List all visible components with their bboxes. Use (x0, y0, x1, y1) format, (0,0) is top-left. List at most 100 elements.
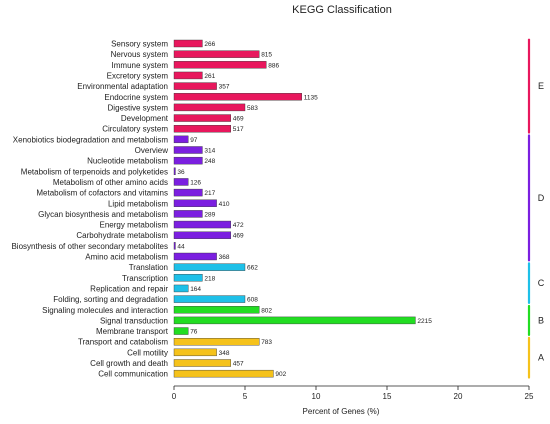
count-label-sensory-system: 266 (204, 41, 215, 48)
count-label-signaling-molecules-and-interaction: 802 (261, 307, 272, 314)
bar-xenobiotics-biodegradation-and-metabolism (173, 135, 189, 144)
bar-metabolism-of-other-amino-acids (173, 178, 189, 186)
count-label-nucleotide-metabolism: 248 (204, 158, 215, 165)
count-label-translation: 662 (247, 265, 258, 272)
bar-metabolism-of-cofactors-and-vitamins (173, 188, 203, 197)
count-label-overview: 314 (204, 148, 215, 155)
count-label-membrane-transport: 76 (190, 329, 198, 336)
count-label-folding-sorting-and-degradation: 608 (247, 297, 258, 304)
bar-energy-metabolism (173, 220, 231, 229)
count-label-metabolism-of-other-amino-acids: 126 (190, 179, 201, 186)
count-label-energy-metabolism: 472 (233, 222, 244, 229)
bar-signal-transduction (173, 316, 416, 325)
bar-folding-sorting-and-degradation (173, 295, 246, 303)
bar-circulatory-system (173, 124, 231, 133)
bar-nervous-system (173, 50, 260, 58)
group-label-a: A (538, 353, 544, 363)
count-label-signal-transduction: 2215 (417, 318, 432, 325)
count-label-glycan-biosynthesis-and-metabolism: 289 (204, 211, 215, 218)
bar-transport-and-catabolism (173, 338, 260, 346)
category-label-development: Development (121, 114, 169, 123)
x-tick-label-25: 25 (525, 392, 534, 401)
count-label-xenobiotics-biodegradation-and-metabolism: 97 (190, 137, 198, 144)
count-label-cell-motility: 348 (219, 350, 230, 357)
category-label-excretory-system: Excretory system (107, 71, 169, 80)
category-label-transcription: Transcription (122, 274, 168, 283)
bar-excretory-system (173, 71, 203, 80)
count-label-lipid-metabolism: 410 (219, 201, 230, 208)
bar-biosynthesis-of-other-secondary-metabolites (173, 242, 176, 250)
bar-cell-communication (173, 369, 274, 378)
bar-signaling-molecules-and-interaction (173, 306, 260, 314)
x-tick-label-5: 5 (243, 392, 248, 401)
category-label-overview: Overview (135, 146, 169, 155)
category-label-signaling-molecules-and-interaction: Signaling molecules and interaction (42, 306, 168, 315)
x-tick-label-0: 0 (172, 392, 177, 401)
bar-metabolism-of-terpenoids-and-polyketides (173, 167, 176, 176)
count-label-nervous-system: 815 (261, 52, 272, 59)
count-label-metabolism-of-terpenoids-and-polyketides: 36 (177, 169, 185, 176)
category-label-metabolism-of-other-amino-acids: Metabolism of other amino acids (53, 178, 168, 187)
bars: 2668158862613571135583469517973142483612… (173, 39, 432, 378)
count-label-immune-system: 886 (268, 62, 279, 69)
count-label-biosynthesis-of-other-secondary-metabolites: 44 (177, 243, 185, 250)
category-label-metabolism-of-cofactors-and-vitamins: Metabolism of cofactors and vitamins (36, 189, 168, 198)
category-label-energy-metabolism: Energy metabolism (100, 221, 169, 230)
category-label-signal-transduction: Signal transduction (100, 316, 168, 325)
category-label-lipid-metabolism: Lipid metabolism (108, 199, 168, 208)
chart-title: KEGG Classification (292, 4, 392, 16)
bar-environmental-adaptation (173, 82, 217, 90)
category-label-glycan-biosynthesis-and-metabolism: Glycan biosynthesis and metabolism (38, 210, 168, 219)
bar-transcription (173, 274, 203, 282)
bar-overview (173, 146, 203, 154)
category-label-digestive-system: Digestive system (108, 103, 169, 112)
category-label-metabolism-of-terpenoids-and-polyketides: Metabolism of terpenoids and polyketides (21, 167, 168, 176)
count-label-excretory-system: 261 (204, 73, 215, 80)
bar-sensory-system (173, 39, 203, 48)
bar-replication-and-repair (173, 284, 189, 293)
count-label-development: 469 (233, 116, 244, 123)
bar-lipid-metabolism (173, 199, 217, 207)
bar-nucleotide-metabolism (173, 156, 203, 165)
bar-glycan-biosynthesis-and-metabolism (173, 210, 203, 218)
group-label-b: B (538, 315, 544, 325)
count-label-cell-growth-and-death: 457 (233, 361, 244, 368)
group-brackets: E D C B A (527, 38, 545, 379)
count-label-cell-communication: 902 (275, 371, 286, 378)
count-label-amino-acid-metabolism: 368 (219, 254, 230, 261)
category-label-endocrine-system: Endocrine system (104, 93, 168, 102)
bar-immune-system (173, 61, 267, 69)
category-label-xenobiotics-biodegradation-and-metabolism: Xenobiotics biodegradation and metabolis… (13, 135, 169, 144)
group-label-c: C (538, 278, 545, 288)
category-label-transport-and-catabolism: Transport and catabolism (78, 338, 168, 347)
category-label-sensory-system: Sensory system (111, 40, 168, 49)
category-label-cell-communication: Cell communication (98, 370, 168, 379)
category-label-cell-growth-and-death: Cell growth and death (90, 359, 168, 368)
category-label-translation: Translation (129, 263, 168, 272)
category-label-immune-system: Immune system (112, 61, 169, 70)
category-label-amino-acid-metabolism: Amino acid metabolism (85, 253, 168, 262)
count-label-metabolism-of-cofactors-and-vitamins: 217 (204, 190, 215, 197)
count-label-transcription: 218 (204, 275, 215, 282)
category-label-nucleotide-metabolism: Nucleotide metabolism (87, 157, 168, 166)
bar-membrane-transport (173, 327, 189, 335)
x-tick-label-10: 10 (312, 392, 321, 401)
category-label-biosynthesis-of-other-secondary-metabolites: Biosynthesis of other secondary metaboli… (11, 242, 168, 251)
count-label-carbohydrate-metabolism: 469 (233, 233, 244, 240)
category-label-circulatory-system: Circulatory system (102, 125, 168, 134)
count-label-transport-and-catabolism: 783 (261, 339, 272, 346)
count-label-digestive-system: 583 (247, 105, 258, 112)
category-label-replication-and-repair: Replication and repair (90, 284, 168, 293)
category-label-carbohydrate-metabolism: Carbohydrate metabolism (76, 231, 168, 240)
group-label-d: D (538, 193, 545, 203)
count-label-replication-and-repair: 164 (190, 286, 201, 293)
group-label-e: E (538, 81, 544, 91)
bar-endocrine-system (173, 93, 303, 101)
x-axis-label: Percent of Genes (%) (303, 407, 380, 416)
bar-amino-acid-metabolism (173, 252, 217, 261)
category-label-cell-motility: Cell motility (127, 348, 168, 357)
bar-digestive-system (173, 103, 246, 112)
category-label-nervous-system: Nervous system (111, 50, 169, 59)
